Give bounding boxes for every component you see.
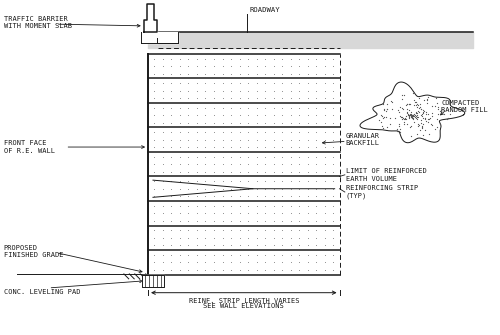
Text: TRAFFIC BARRIER
WITH MOMENT SLAB: TRAFFIC BARRIER WITH MOMENT SLAB (4, 16, 71, 29)
Text: REINFORCING STRIP
(TYP): REINFORCING STRIP (TYP) (346, 185, 418, 199)
Text: CONC. LEVELING PAD: CONC. LEVELING PAD (4, 289, 80, 295)
Polygon shape (144, 4, 158, 32)
Text: REINF. STRIP LENGTH VARIES: REINF. STRIP LENGTH VARIES (188, 297, 299, 304)
Text: COMPACTED
RANDOM FILL: COMPACTED RANDOM FILL (442, 100, 488, 113)
Text: GRANULAR
BACKFILL: GRANULAR BACKFILL (346, 133, 380, 146)
Text: LIMIT OF REINFORCED
EARTH VOLUME: LIMIT OF REINFORCED EARTH VOLUME (346, 168, 426, 182)
Polygon shape (360, 82, 465, 143)
Text: SEE WALL ELEVATIONS: SEE WALL ELEVATIONS (204, 303, 284, 309)
Text: FRONT FACE
OF R.E. WALL: FRONT FACE OF R.E. WALL (4, 140, 54, 154)
Text: ROADWAY: ROADWAY (250, 7, 280, 13)
Text: PROPOSED
FINISHED GRADE: PROPOSED FINISHED GRADE (4, 245, 63, 258)
